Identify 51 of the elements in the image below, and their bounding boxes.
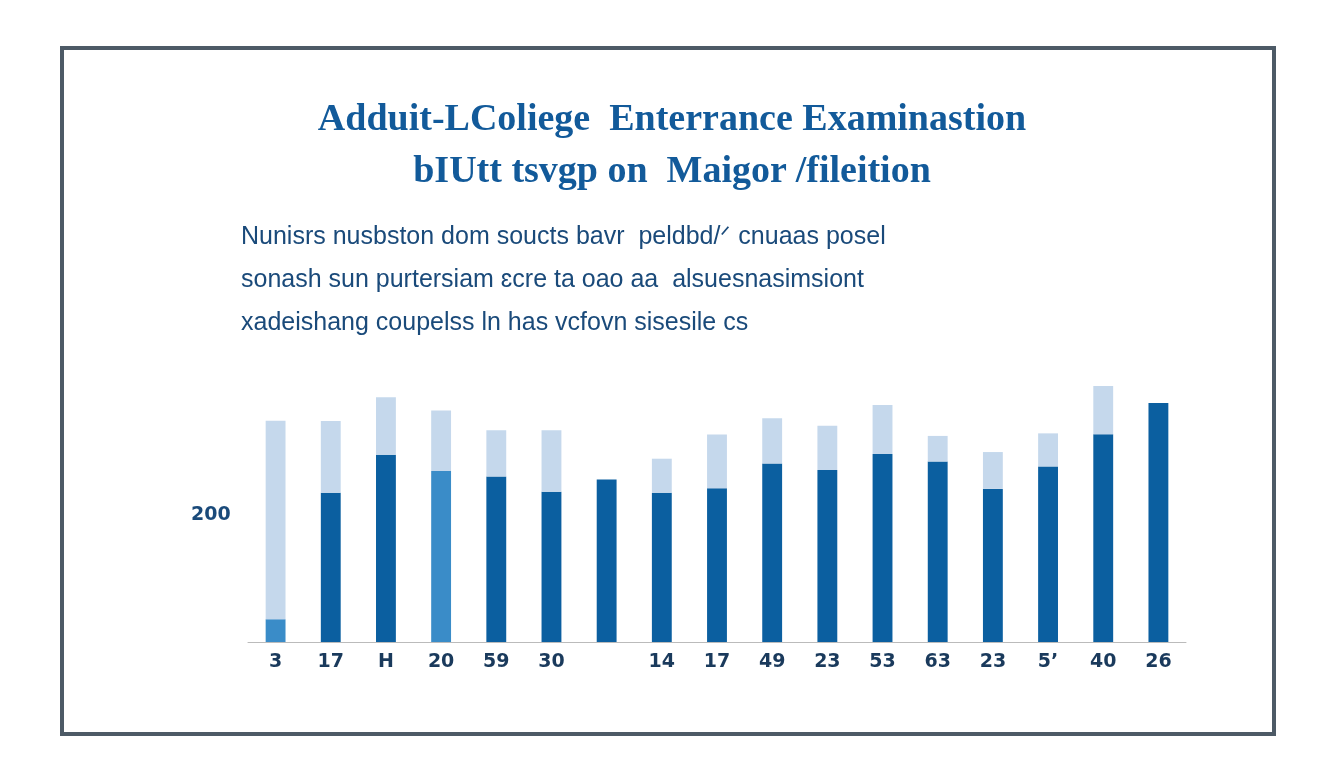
x-tick-label: 40 <box>1090 648 1117 671</box>
bar <box>872 454 893 642</box>
x-tick-label: 20 <box>427 648 455 671</box>
bar <box>872 404 893 455</box>
bar <box>376 397 396 455</box>
chart-subtitle: Nunisrs nusbston dom soucts bavr peldbd/ᐟ cnuaas posel sonash sun purtersiam ɛcre ta oao aa alsuesnasimsiont xadeishang coupelss ln has vcfovn sisesile cs <box>241 220 886 335</box>
bar <box>1093 386 1114 435</box>
bar <box>320 492 341 642</box>
bar <box>927 461 948 642</box>
bar <box>707 434 727 489</box>
x-tick-label: 17 <box>317 648 344 671</box>
bar <box>817 425 838 470</box>
x-tick-label: 3 <box>268 648 283 671</box>
x-tick-label: H <box>377 648 394 671</box>
bar <box>1093 434 1114 642</box>
x-tick-label: 53 <box>869 648 896 671</box>
bar <box>1038 466 1058 642</box>
bar <box>817 469 838 642</box>
text: 200 <box>191 501 231 524</box>
x-tick-label: 23 <box>979 648 1007 671</box>
x-tick-label: 26 <box>1145 648 1172 671</box>
bar <box>762 463 783 642</box>
bar <box>541 430 562 492</box>
bar <box>651 492 672 642</box>
bar <box>431 470 452 642</box>
bar <box>1148 402 1169 642</box>
x-tick-label: 17 <box>703 648 731 671</box>
x-tick-label: 5ʼ <box>1037 648 1059 671</box>
x-tick-label: 49 <box>758 648 786 671</box>
bar <box>982 488 1003 642</box>
bar <box>927 435 948 462</box>
bar <box>265 420 286 620</box>
bar <box>431 410 452 471</box>
bar <box>265 619 286 642</box>
x-tick-label: 23 <box>814 648 841 671</box>
bar <box>651 458 672 493</box>
x-tick-label: 63 <box>924 648 951 671</box>
x-tick-label: 30 <box>538 648 565 671</box>
bar <box>486 430 507 477</box>
bar <box>1038 433 1058 467</box>
bar <box>376 454 396 642</box>
bar <box>596 479 617 642</box>
x-tick-label: 14 <box>648 648 676 671</box>
bar <box>320 421 341 493</box>
chart-title: Adduit-LColiege Enterrance Examinastion bIUtt tsvgp on Maigor /fileition <box>317 96 1027 190</box>
bar <box>486 476 507 642</box>
bar <box>541 491 562 642</box>
bar <box>982 452 1003 489</box>
x-tick-label: 59 <box>483 648 510 671</box>
bar <box>762 418 783 464</box>
bar <box>707 488 727 642</box>
